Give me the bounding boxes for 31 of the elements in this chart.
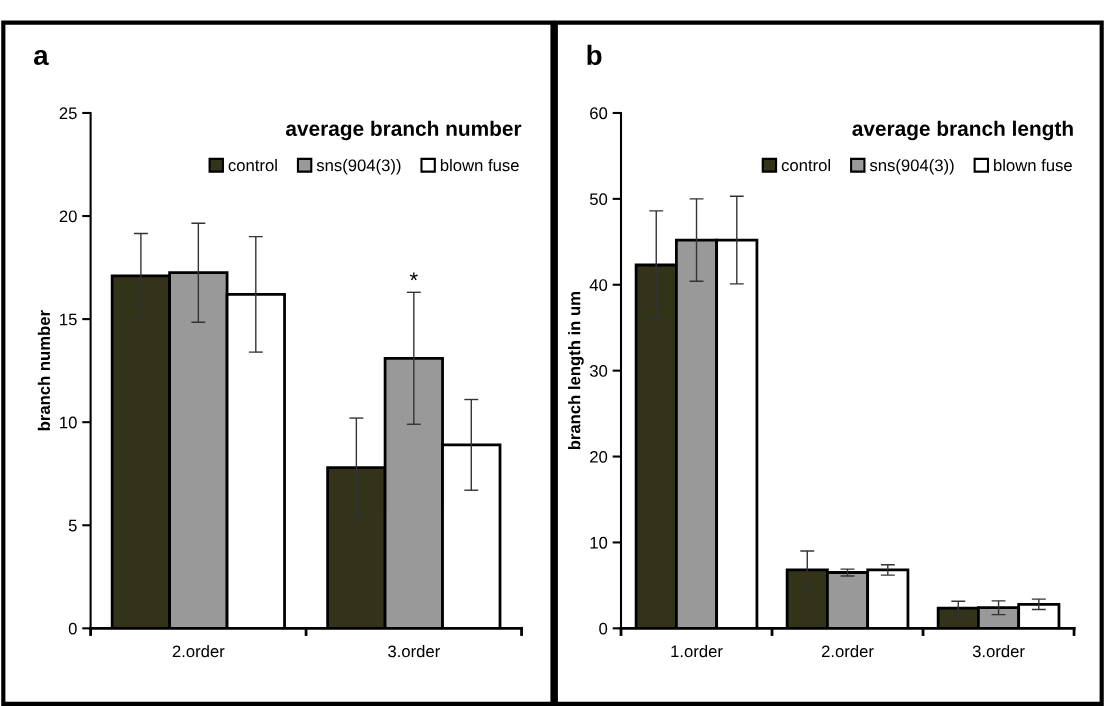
- y-tick-label: 5: [68, 519, 77, 532]
- chart-title: average branch length: [852, 120, 1073, 141]
- x-tick-label: 3.order: [972, 645, 1025, 658]
- legend-label: blown fuse: [440, 158, 519, 172]
- y-axis-title: branch number: [37, 310, 51, 431]
- text: a: [33, 49, 49, 66]
- legend-label: sns(904(3)): [869, 158, 954, 175]
- legend-label: blown fuse: [994, 158, 1072, 172]
- chart-title: average branch number: [285, 120, 522, 141]
- legend-label: sns(904(3)): [316, 158, 401, 175]
- legend-label: control: [228, 158, 277, 172]
- y-tick-label: 60: [590, 107, 608, 120]
- legend-label: control: [781, 158, 830, 172]
- x-tick-label: 2.order: [821, 645, 874, 658]
- text: b: [587, 44, 602, 66]
- y-tick-label: 10: [60, 416, 77, 429]
- x-tick-label: 2.order: [172, 645, 225, 658]
- y-axis-title: branch length in um: [568, 292, 584, 450]
- x-tick-label: 1.order: [671, 645, 723, 658]
- y-tick-label: 30: [589, 365, 608, 377]
- y-tick-label: 20: [590, 450, 608, 463]
- y-tick-label: 0: [599, 622, 608, 635]
- x-tick-label: 3.order: [388, 645, 440, 658]
- y-tick-label: 15: [60, 313, 77, 326]
- y-tick-label: 10: [590, 536, 608, 549]
- y-tick-label: 0: [68, 622, 77, 635]
- y-tick-label: 25: [59, 107, 77, 120]
- y-tick-label: 20: [59, 210, 77, 223]
- y-tick-label: 40: [589, 279, 608, 291]
- annotation: *: [409, 272, 418, 281]
- y-tick-label: 50: [589, 193, 608, 206]
